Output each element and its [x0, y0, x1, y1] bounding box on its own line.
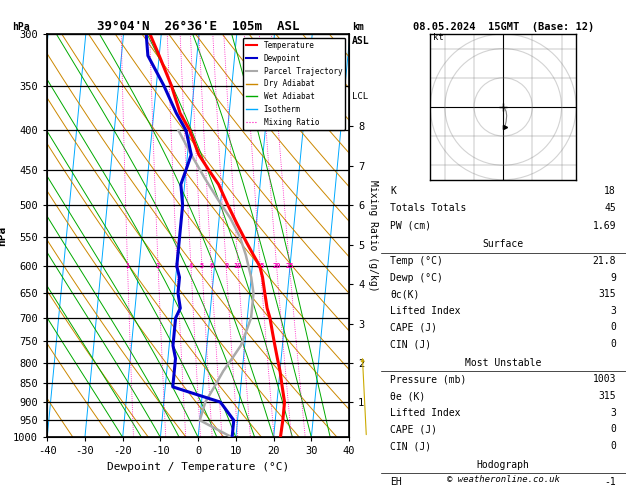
- Text: 9: 9: [610, 273, 616, 283]
- X-axis label: Dewpoint / Temperature (°C): Dewpoint / Temperature (°C): [107, 462, 289, 472]
- Text: hPa: hPa: [13, 21, 30, 32]
- Text: CIN (J): CIN (J): [391, 441, 431, 451]
- Text: 18: 18: [604, 186, 616, 196]
- Text: 0: 0: [610, 322, 616, 332]
- Text: CAPE (J): CAPE (J): [391, 322, 437, 332]
- Text: ASL: ASL: [352, 36, 370, 46]
- Text: 45: 45: [604, 203, 616, 213]
- Y-axis label: Mixing Ratio (g/kg): Mixing Ratio (g/kg): [368, 180, 378, 292]
- Text: θe (K): θe (K): [391, 391, 426, 401]
- Text: Lifted Index: Lifted Index: [391, 408, 461, 417]
- Text: © weatheronline.co.uk: © weatheronline.co.uk: [447, 474, 560, 484]
- Text: 1003: 1003: [593, 374, 616, 384]
- Text: 315: 315: [598, 289, 616, 299]
- Title: 39°04'N  26°36'E  105m  ASL: 39°04'N 26°36'E 105m ASL: [97, 20, 299, 33]
- Text: -1: -1: [604, 477, 616, 486]
- Text: Temp (°C): Temp (°C): [391, 256, 443, 266]
- Legend: Temperature, Dewpoint, Parcel Trajectory, Dry Adiabat, Wet Adiabat, Isotherm, Mi: Temperature, Dewpoint, Parcel Trajectory…: [243, 38, 345, 130]
- Text: CAPE (J): CAPE (J): [391, 424, 437, 434]
- Text: 21.8: 21.8: [593, 256, 616, 266]
- Text: 1.69: 1.69: [593, 221, 616, 230]
- Text: Surface: Surface: [482, 240, 524, 249]
- Text: 25: 25: [286, 263, 294, 269]
- Text: Pressure (mb): Pressure (mb): [391, 374, 467, 384]
- Text: LCL: LCL: [352, 92, 368, 101]
- Text: PW (cm): PW (cm): [391, 221, 431, 230]
- Text: 1: 1: [125, 263, 130, 269]
- Text: 15: 15: [256, 263, 265, 269]
- Text: 8: 8: [224, 263, 228, 269]
- Y-axis label: hPa: hPa: [0, 226, 8, 246]
- Text: 4: 4: [189, 263, 193, 269]
- Text: Most Unstable: Most Unstable: [465, 358, 542, 367]
- Text: θc(K): θc(K): [391, 289, 420, 299]
- Text: K: K: [391, 186, 396, 196]
- Text: 10: 10: [234, 263, 242, 269]
- Text: 20: 20: [272, 263, 281, 269]
- Text: Totals Totals: Totals Totals: [391, 203, 467, 213]
- Text: 3: 3: [610, 408, 616, 417]
- Text: 6: 6: [209, 263, 213, 269]
- Text: km: km: [352, 21, 364, 32]
- Text: 3: 3: [610, 306, 616, 316]
- Text: Dewp (°C): Dewp (°C): [391, 273, 443, 283]
- Text: Lifted Index: Lifted Index: [391, 306, 461, 316]
- Text: 3: 3: [175, 263, 179, 269]
- Text: kt: kt: [433, 33, 444, 42]
- Text: 0: 0: [610, 339, 616, 349]
- Text: Hodograph: Hodograph: [477, 460, 530, 470]
- Text: 0: 0: [610, 441, 616, 451]
- Text: 08.05.2024  15GMT  (Base: 12): 08.05.2024 15GMT (Base: 12): [413, 21, 594, 32]
- Text: CIN (J): CIN (J): [391, 339, 431, 349]
- Text: 5: 5: [200, 263, 204, 269]
- Text: 2: 2: [156, 263, 160, 269]
- Text: 315: 315: [598, 391, 616, 401]
- Text: 0: 0: [610, 424, 616, 434]
- Text: EH: EH: [391, 477, 402, 486]
